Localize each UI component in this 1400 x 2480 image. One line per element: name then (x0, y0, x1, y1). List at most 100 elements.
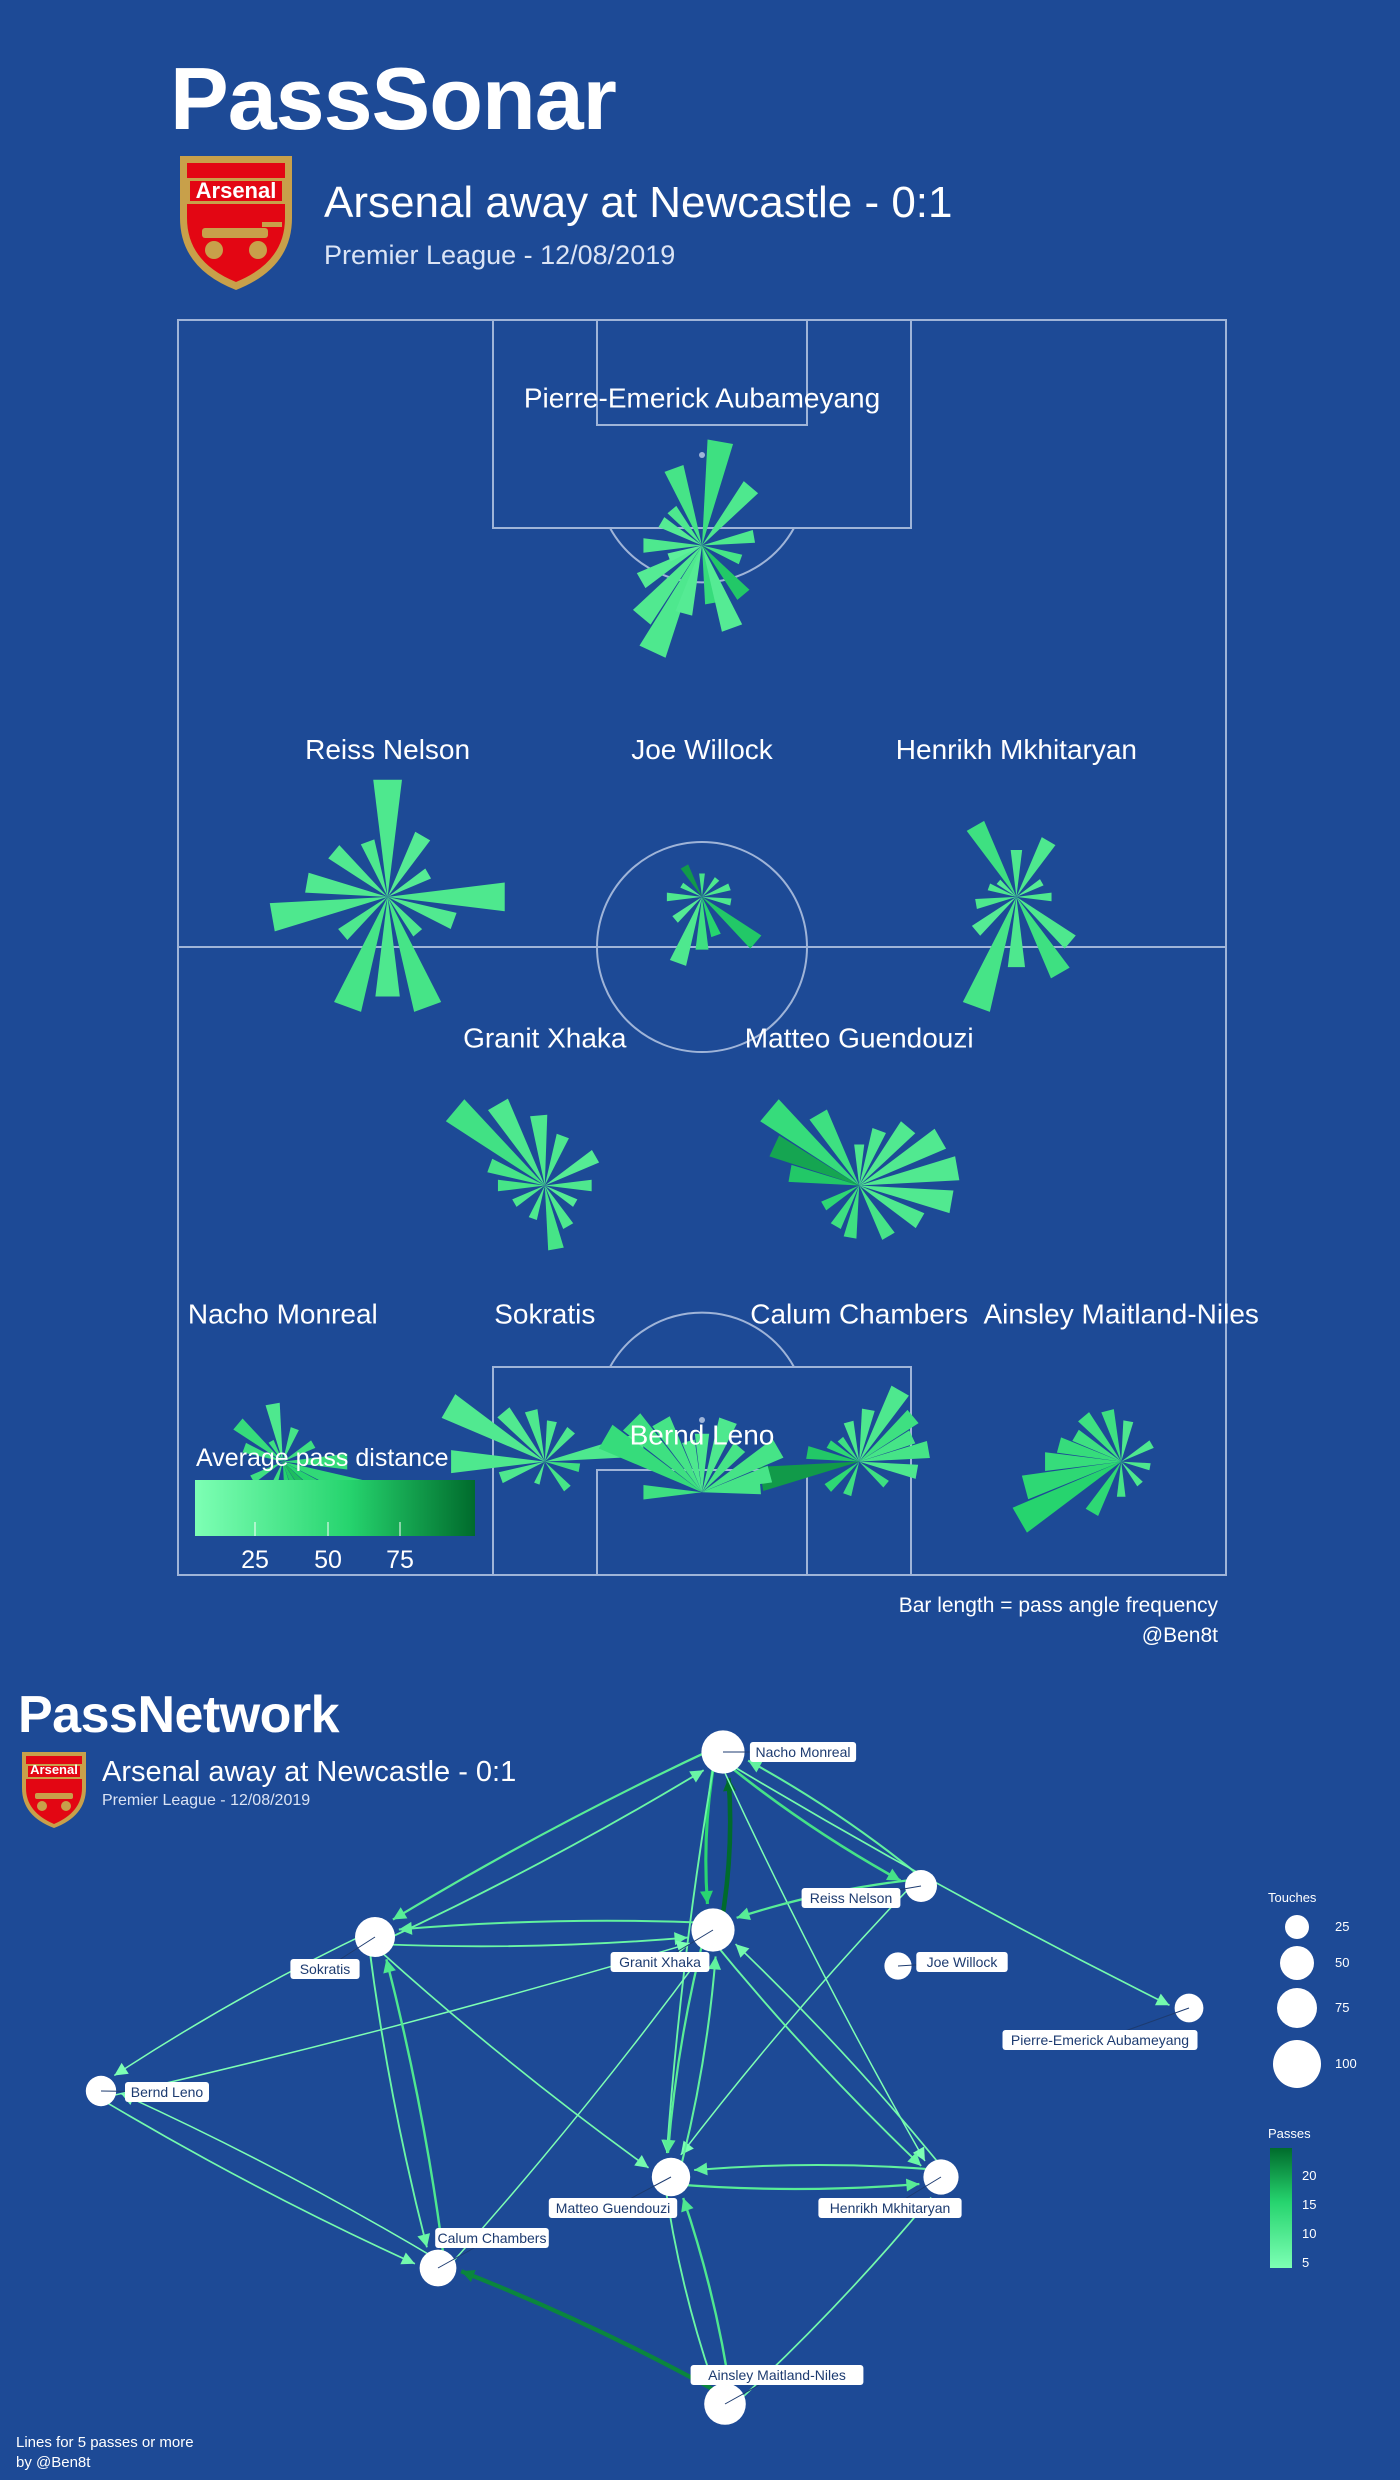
sonar-bar (544, 1461, 581, 1472)
pass-edge-line (670, 2182, 920, 2191)
pass-edge-arrow (748, 1760, 763, 1773)
touches-legend: Touches 25 50 75 100 (1268, 1890, 1357, 2088)
sonar-bar (387, 868, 432, 897)
sonar-player-label: Bernd Leno (630, 1419, 775, 1450)
pass-edge-arrow (689, 1770, 704, 1783)
network-title: PassNetwork (18, 1686, 340, 1744)
sonar-bar (1085, 1461, 1122, 1516)
sonar-bar (702, 1417, 737, 1493)
node-label: Matteo Guendouzi (556, 2200, 670, 2216)
sonar-bar (338, 896, 388, 941)
pass-edge-arrow (736, 1907, 751, 1921)
sonar-bar (669, 896, 702, 966)
node-label-box (1002, 2030, 1198, 2050)
sonar-bar (769, 1135, 860, 1186)
pass-edge (460, 2269, 730, 2400)
sonar-bar (806, 1446, 860, 1462)
sonar-bar (996, 879, 1017, 897)
node-label: Nacho Monreal (756, 1744, 851, 1760)
pass-edge (370, 1941, 650, 2169)
sonar-player-labels: Pierre-Emerick Aubameyang Joe Willock Reis… (188, 383, 1259, 1451)
sonar-ainsley-maitland-niles (1012, 1409, 1154, 1533)
pass-edge-line (707, 1934, 922, 2167)
node-sokratis: Sokratis (290, 1917, 395, 1979)
sonar-bar (512, 1185, 545, 1207)
sonar-bar (544, 1461, 571, 1492)
node-label: Bernd Leno (131, 2084, 204, 2100)
center-circle (596, 841, 808, 1053)
sonar-bar (1121, 1440, 1154, 1462)
pass-edge-line (665, 1750, 717, 2154)
sonar-bar (497, 1407, 545, 1462)
touches-tick-50: 50 (1335, 1955, 1349, 1970)
sonar-bar (544, 1185, 578, 1207)
sonar-bar (598, 1424, 702, 1493)
pass-edge (383, 1958, 447, 2267)
sonar-bar (387, 882, 505, 912)
sonar-bar (658, 517, 702, 546)
pass-edge (367, 1938, 430, 2248)
sonar-bar (859, 1128, 886, 1186)
sonar-bar (528, 1185, 545, 1221)
touches-tick-100: 100 (1335, 2056, 1357, 2071)
sonar-bar (702, 545, 743, 565)
pass-edge (375, 1932, 688, 1948)
sonar-bar (1116, 1461, 1126, 1497)
sonar-bar (1016, 837, 1056, 897)
node-henrikh-mkhitaryan: Henrikh Mkhitaryan (818, 2159, 962, 2218)
sonar-bar (268, 1439, 283, 1462)
pass-edge-arrow (400, 2252, 415, 2265)
passes-tick-15: 15 (1302, 2197, 1316, 2212)
sonar-bar (971, 896, 1017, 936)
bottom-penalty-spot (699, 1417, 705, 1423)
pass-edge-line (370, 1941, 650, 2169)
sonar-bar (233, 1418, 283, 1462)
pass-edge-line (375, 1936, 688, 1948)
sonar-bar (702, 1438, 784, 1493)
touches-tick-75: 75 (1335, 2000, 1349, 2015)
sonar-bar (269, 896, 388, 932)
sonar-bar (1016, 896, 1070, 979)
pass-edge-line (718, 1756, 902, 1882)
pass-edge-arrow (885, 1868, 901, 1881)
sonar-bar (759, 1461, 860, 1491)
sonar-bar (622, 1413, 702, 1493)
legend-title: Average pass distance (196, 1444, 448, 1472)
sonar-bar (487, 1098, 545, 1186)
sonar-bar (854, 1144, 865, 1186)
sonar-bar (859, 1185, 925, 1229)
sonar-bar (859, 1185, 954, 1214)
pass-edge-line (367, 1938, 428, 2248)
node-label-box (290, 1959, 360, 1979)
sonar-title: PassSonar (170, 49, 617, 148)
legend-tick-25: 25 (241, 1546, 269, 1574)
sonar-bar (530, 1114, 548, 1186)
sonar-subsubtitle: Premier League - 12/08/2019 (324, 240, 676, 270)
sonar-bar (809, 1109, 860, 1186)
network-subsubtitle: Premier League - 12/08/2019 (102, 1792, 311, 1809)
node-label: Joe Willock (927, 1954, 999, 1970)
sonar-bar (672, 896, 702, 923)
sonar-bar (334, 896, 388, 1012)
sonar-bar (387, 896, 457, 930)
passes-legend: Passes 20 15 10 5 (1268, 2126, 1316, 2270)
sonar-bar (702, 896, 732, 906)
pass-edge (700, 1751, 718, 1905)
sonar-bar (497, 1179, 545, 1192)
pass-edge-line (747, 1759, 926, 1881)
sonar-bar (544, 1185, 564, 1251)
sonar-bernd-leno (598, 1413, 784, 1500)
sonar-bar (702, 529, 756, 546)
node-label: Henrikh Mkhitaryan (830, 2200, 951, 2216)
sonar-bar (652, 1416, 702, 1493)
sonar-bar (760, 1099, 860, 1186)
legend-tick-50: 50 (314, 1546, 342, 1574)
node-bernd-leno: Bernd Leno (85, 2075, 209, 2107)
node-label: Granit Xhaka (619, 1954, 701, 1970)
sonar-subtitle: Arsenal away at Newcastle - 0:1 (324, 178, 953, 227)
sonar-bar (250, 1461, 283, 1483)
node-label-box (548, 2198, 678, 2218)
passes-colorbar (1270, 2148, 1292, 2268)
pass-edge-line (676, 1956, 717, 2179)
